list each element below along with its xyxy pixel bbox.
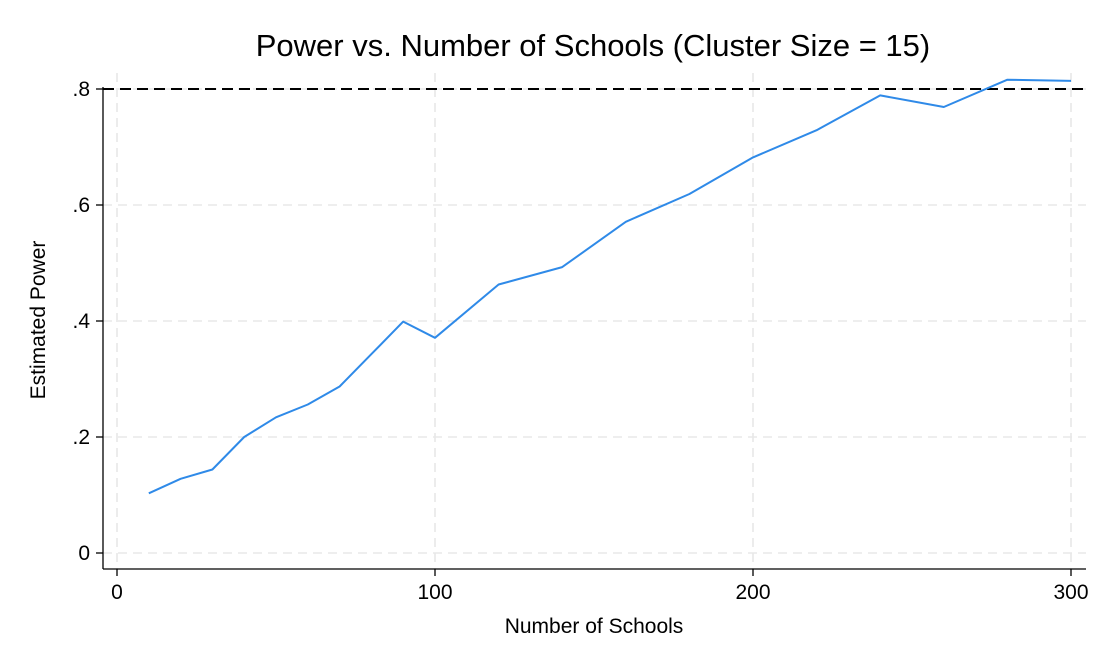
axes: 0 .2 .4 .6 .8 0 100 200 300 xyxy=(72,78,1088,604)
chart-title: Power vs. Number of Schools (Cluster Siz… xyxy=(256,28,931,63)
x-tick-label-2: 200 xyxy=(735,581,770,604)
gridlines xyxy=(103,73,1086,569)
y-axis-title: Estimated Power xyxy=(27,241,50,400)
x-tick-label-0: 0 xyxy=(111,581,123,604)
y-tick-label-2: .4 xyxy=(72,310,90,333)
x-axis-title: Number of Schools xyxy=(505,615,684,638)
y-tick-label-0: 0 xyxy=(78,542,90,565)
y-tick-label-3: .6 xyxy=(72,194,90,217)
y-tick-label-1: .2 xyxy=(72,426,90,449)
x-tick-label-3: 300 xyxy=(1053,581,1088,604)
series-line-0 xyxy=(148,78,1072,495)
x-tick-label-1: 100 xyxy=(417,581,452,604)
y-tick-label-4: .8 xyxy=(72,78,90,101)
series-group xyxy=(148,78,1072,495)
